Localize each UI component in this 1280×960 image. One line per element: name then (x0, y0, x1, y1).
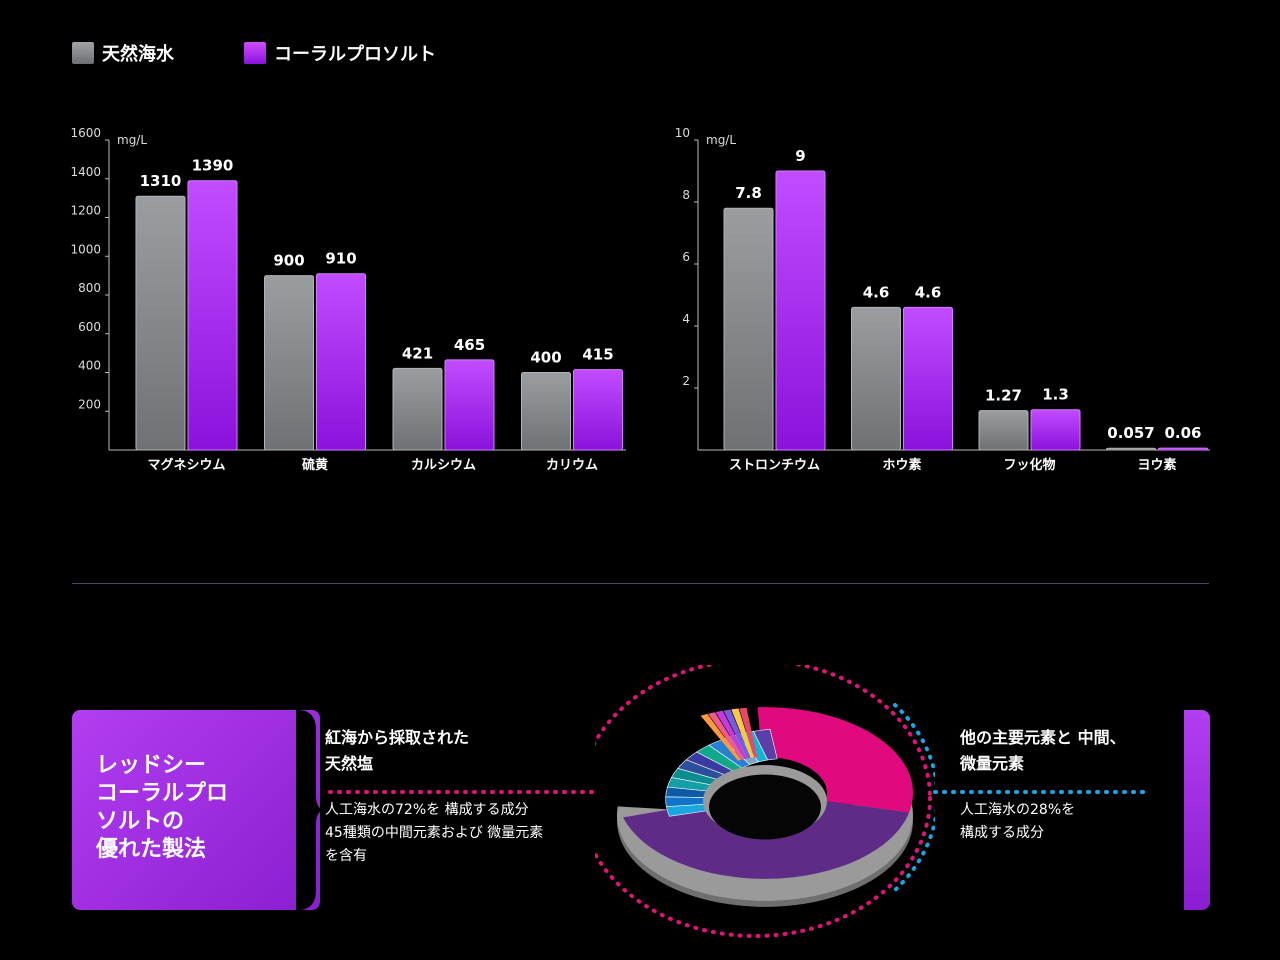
major-elements-chart: 1600 1400 1200 1000 800 600 400 200 mg/L 1310 1390… (70, 126, 626, 473)
legend-item-natural: 天然海水 (72, 40, 174, 66)
section-divider (72, 583, 1209, 584)
bar-coral (903, 306, 953, 451)
bar-natural (392, 367, 443, 451)
right-bracket (1180, 710, 1210, 910)
category-label: マグネシウム (147, 457, 225, 473)
y-tick-label: 2 (682, 374, 690, 388)
y-tick-label: 6 (682, 250, 690, 264)
natural-salt-title: 紅海から採取された 天然塩 (325, 728, 470, 773)
bar-coral (1158, 447, 1208, 451)
bar-coral (573, 369, 623, 451)
bar-coral (187, 180, 238, 451)
bar-value-label: 1390 (192, 157, 234, 175)
trace-title: 他の主要元素と 中間、 微量元素 (960, 728, 1126, 773)
method-card: レッドシー コーラルプロ ソルトの 優れた製法 (72, 710, 320, 910)
segment-natural-purple (623, 801, 910, 879)
minor-slice (739, 707, 758, 758)
y-unit-label: mg/L (706, 133, 736, 147)
legend: 天然海水 コーラルプロソルト (72, 40, 436, 66)
bar-coral (1030, 409, 1081, 451)
bar-value-label: 421 (402, 344, 433, 362)
bar-value-label: 415 (582, 346, 613, 364)
trace-desc: 人工海水の28%を 構成する成分 (960, 802, 1076, 841)
category-label: フッ化物 (1003, 457, 1055, 473)
right-brace (1150, 710, 1184, 910)
trace-elements-chart: 10 8 6 4 2 mg/L 7.8 9 ストロンチウム 4.6 4.6 ホウ素 1.27 1.3 フッ化… (675, 126, 1210, 473)
bar-coral (444, 359, 495, 451)
y-tick-label: 1600 (70, 126, 101, 140)
bar-value-label: 1.27 (985, 387, 1022, 405)
method-card-title: レッドシー コーラルプロ ソルトの 優れた製法 (96, 753, 229, 862)
category-label: 硫黄 (302, 457, 328, 473)
trace-dotted-outline (893, 703, 935, 892)
minor-slice (700, 713, 741, 761)
y-tick-label: 800 (78, 281, 101, 295)
bar-value-label: 1310 (140, 172, 182, 190)
bar-natural (135, 195, 186, 451)
left-brace (296, 710, 326, 910)
bar-coral (775, 170, 826, 451)
category-label: ストロンチウム (729, 458, 820, 473)
bar-natural (851, 306, 901, 451)
bar-natural (723, 207, 774, 451)
natural-salt-block: 紅海から採取された 天然塩 人工海水の72%を 構成する成分 45種類の中間元素… (325, 725, 605, 868)
bar-coral (316, 273, 366, 451)
y-tick-label: 8 (682, 188, 690, 202)
y-unit-label: mg/L (117, 133, 147, 147)
trace-slice (753, 728, 778, 761)
y-tick-label: 4 (682, 312, 690, 326)
category-label: カルシウム (411, 458, 476, 473)
bar-value-label: 400 (530, 349, 561, 367)
legend-swatch-natural (72, 42, 94, 64)
bar-natural (264, 275, 314, 451)
legend-label-natural: 天然海水 (102, 44, 174, 65)
bar-value-label: 0.06 (1164, 424, 1201, 442)
minor-slice (708, 712, 745, 760)
legend-label-coral: コーラルプロソルト (274, 44, 436, 65)
bar-natural (521, 372, 571, 451)
bar-value-label: 9 (795, 147, 805, 165)
category-label: ホウ素 (882, 457, 921, 473)
bar-natural (978, 410, 1029, 451)
bar-value-label: 465 (454, 336, 485, 354)
y-tick-label: 10 (675, 126, 690, 140)
y-tick-label: 1000 (70, 242, 101, 256)
y-tick-label: 1200 (70, 204, 101, 218)
trace-block: 他の主要元素と 中間、 微量元素 人工海水の28%を 構成する成分 (960, 725, 1170, 845)
bar-value-label: 1.3 (1042, 386, 1069, 404)
bar-value-label: 0.057 (1107, 424, 1154, 442)
bar-value-label: 910 (325, 250, 356, 268)
composition-donut (595, 665, 935, 938)
legend-swatch-coral (244, 42, 266, 64)
minor-slice (723, 709, 751, 759)
y-tick-label: 600 (78, 320, 101, 334)
y-tick-label: 400 (78, 359, 101, 373)
y-tick-label: 200 (78, 397, 101, 411)
y-tick-label: 1400 (70, 165, 101, 179)
bar-value-label: 4.6 (863, 283, 890, 301)
bar-natural (1106, 447, 1156, 451)
category-label: ヨウ素 (1137, 457, 1176, 473)
natural-salt-desc: 人工海水の72%を 構成する成分 45種類の中間元素および 微量元素 を含有 (325, 802, 544, 864)
segment-natural-pink (757, 707, 913, 813)
natural-dotted-outline (595, 665, 932, 938)
legend-item-coral: コーラルプロソルト (244, 40, 436, 66)
category-label: カリウム (546, 458, 598, 473)
donut-hole (709, 774, 821, 840)
minor-slice (731, 708, 754, 758)
bar-value-label: 4.6 (915, 283, 942, 301)
bar-value-label: 7.8 (735, 184, 762, 202)
bar-value-label: 900 (273, 252, 304, 270)
minor-slice (715, 710, 748, 760)
